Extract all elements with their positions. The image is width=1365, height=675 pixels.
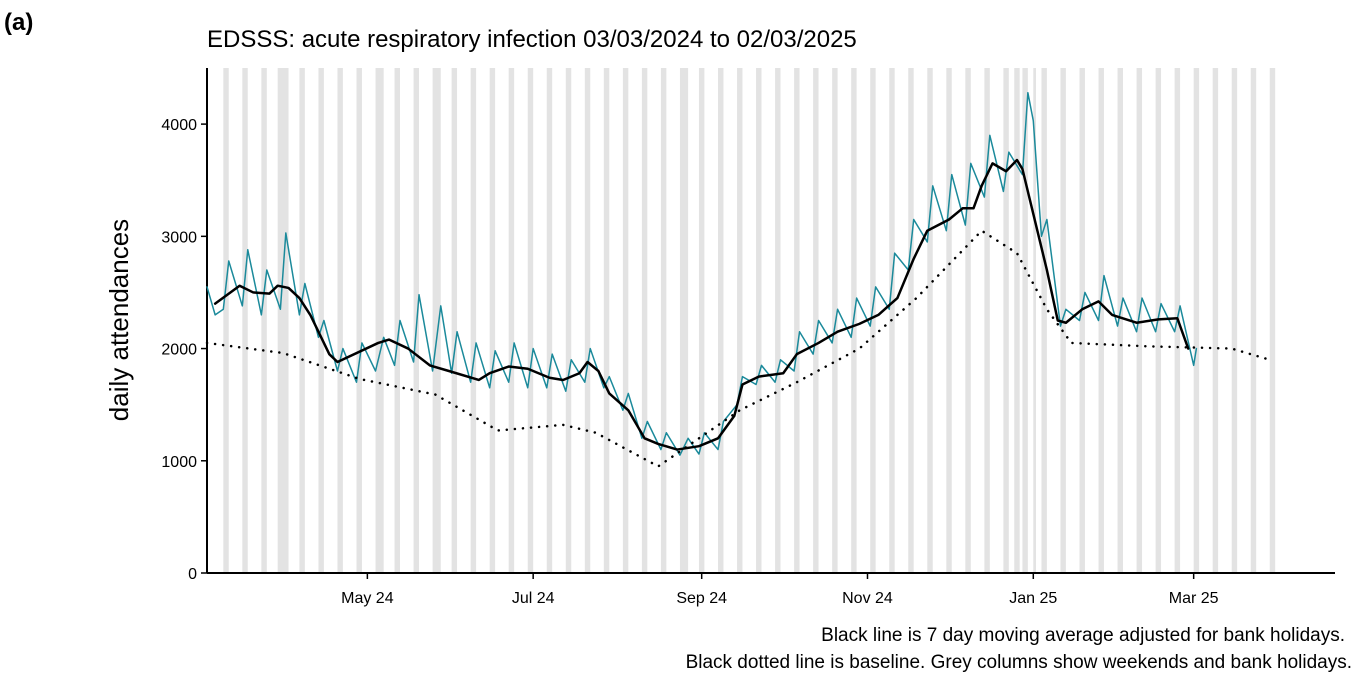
y-tick-label: 0: [188, 566, 197, 583]
shaded-column: [1079, 68, 1085, 573]
shaded-column: [775, 68, 781, 573]
shaded-column: [756, 68, 762, 573]
shaded-column: [660, 68, 667, 573]
shaded-column: [223, 68, 229, 573]
shaded-column: [984, 68, 990, 573]
shaded-column: [1060, 68, 1066, 573]
shaded-column: [242, 68, 248, 573]
shaded-column: [508, 68, 515, 573]
shaded-column: [1014, 68, 1020, 573]
shaded-column: [1033, 68, 1037, 573]
shaded-column: [337, 68, 343, 573]
y-tick-label: 3000: [161, 229, 197, 246]
shaded-column: [603, 68, 610, 573]
shaded-column: [927, 68, 933, 573]
y-tick-label: 1000: [161, 454, 197, 471]
y-tick-label: 2000: [161, 342, 197, 359]
shaded-column: [1022, 68, 1028, 573]
shaded-column: [356, 68, 362, 573]
shaded-column: [1041, 68, 1047, 573]
shaded-column: [832, 68, 838, 573]
shaded-column: [375, 68, 384, 573]
shaded-column: [641, 68, 648, 573]
shaded-column: [565, 68, 572, 573]
x-tick-label: Sep 24: [676, 590, 727, 607]
shaded-column: [698, 68, 705, 573]
shaded-column: [489, 68, 496, 573]
shaded-column: [527, 68, 534, 573]
y-axis-label: daily attendances: [104, 219, 134, 421]
shaded-column: [622, 68, 629, 573]
chart-title: EDSSS: acute respiratory infection 03/03…: [207, 26, 857, 53]
shaded-column: [1098, 68, 1104, 573]
shaded-column: [1269, 68, 1276, 573]
shaded-column: [1250, 68, 1257, 573]
x-tick-label: Mar 25: [1169, 590, 1219, 607]
shaded-column: [737, 68, 743, 573]
series-line: [213, 158, 1190, 451]
shaded-column: [1231, 68, 1238, 573]
footnote: Black dotted line is baseline. Grey colu…: [686, 652, 1352, 673]
shaded-column: [1117, 68, 1123, 573]
shaded-column: [546, 68, 553, 573]
shaded-column: [261, 68, 267, 573]
x-tick-label: Jul 24: [512, 590, 555, 607]
shaded-column: [584, 68, 591, 573]
shaded-column: [432, 68, 441, 573]
shaded-column: [965, 68, 971, 573]
shaded-column: [813, 68, 819, 573]
shaded-column: [908, 68, 914, 573]
footnote: Black line is 7 day moving average adjus…: [821, 625, 1345, 646]
shaded-column: [946, 68, 952, 573]
shaded-column: [1212, 68, 1219, 573]
shaded-column: [794, 68, 800, 573]
shaded-column: [1136, 68, 1143, 573]
shaded-column: [318, 68, 324, 573]
shaded-column: [451, 68, 458, 573]
panel-label: (a): [4, 9, 33, 36]
series-line: [206, 91, 1198, 456]
shaded-column: [1003, 68, 1009, 573]
shaded-column: [470, 68, 477, 573]
x-tick-label: May 24: [341, 590, 394, 607]
shaded-column: [1193, 68, 1200, 573]
shaded-column: [277, 68, 289, 573]
y-tick-label: 4000: [161, 117, 197, 134]
x-tick-label: Jan 25: [1009, 590, 1057, 607]
baseline-line: [205, 229, 1272, 468]
shaded-column: [679, 68, 689, 573]
x-tick-label: Nov 24: [842, 590, 893, 607]
shaded-column: [870, 68, 876, 573]
shaded-column: [717, 68, 724, 573]
shaded-column: [299, 68, 305, 573]
shaded-column: [394, 68, 400, 573]
